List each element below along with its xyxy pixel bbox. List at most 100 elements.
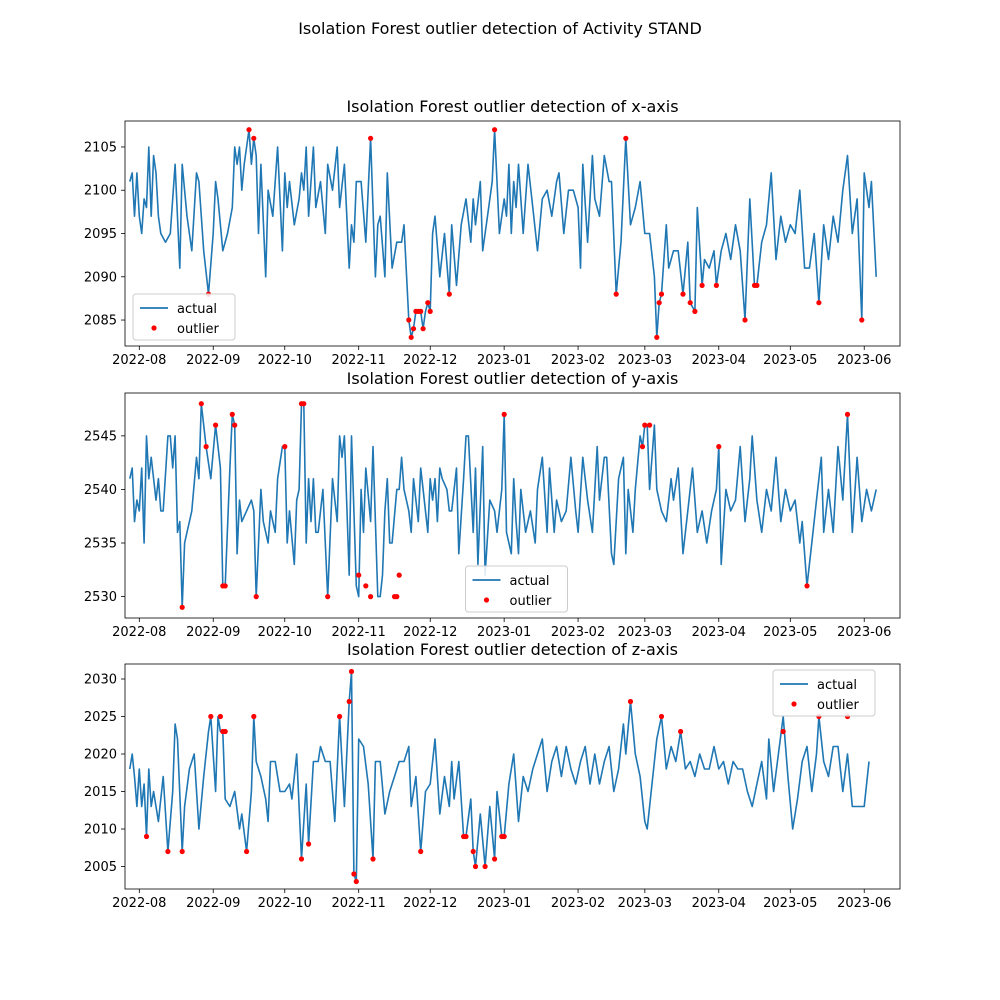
outlier-point [687,300,693,306]
y-tick-label: 2090 [84,270,117,285]
outlier-point [222,583,228,589]
y-tick-label: 2545 [84,429,117,444]
legend-actual-label: actual [177,302,217,317]
legend: actual outlier [465,565,568,613]
actual-series-line [129,128,877,339]
y-tick-label: 2020 [84,748,117,763]
outlier-point [754,282,760,288]
x-tick-label: 2022-10 [258,625,312,640]
y-tick-label: 2535 [84,537,117,552]
x-tick-label: 2023-05 [763,353,817,368]
outlier-point [678,728,684,735]
outlier-point [368,135,374,141]
outlier-point [716,444,722,450]
x-tick-label: 2022-11 [332,896,386,911]
chart-title: Isolation Forest outlier detection of x-… [346,97,678,116]
x-tick-label: 2022-09 [186,896,240,911]
x-tick-label: 2022-10 [258,896,312,911]
outlier-point [658,291,665,297]
plot-frame [124,392,901,619]
outlier-point [348,668,355,675]
outlier-point [501,411,507,417]
legend-outlier-swatch [483,597,490,603]
x-tick-label: 2022-08 [112,625,166,640]
y-tick-label: 2015 [84,785,117,800]
x-tick-label: 2022-11 [332,625,386,640]
outlier-point [232,422,238,428]
outlier-point [246,127,252,133]
outlier-point [356,572,362,578]
legend-outlier-swatch [791,701,797,707]
outlier-point [446,291,452,297]
outlier-point [298,856,305,862]
outlier-point [463,833,469,840]
y-tick-label: 2010 [84,823,117,838]
outlier-point [470,848,476,855]
outlier-point [351,871,357,877]
outlier-point [418,308,424,314]
x-tick-label: 2023-02 [551,896,605,911]
outlier-point [282,444,288,450]
outlier-point [213,422,219,428]
x-tick-label: 2022-12 [403,353,457,368]
legend-box [772,669,876,717]
outlier-point [692,308,698,314]
outlier-point [325,594,331,600]
x-tick-label: 2023-02 [551,353,605,368]
plot-frame [124,663,901,890]
figure-title: Isolation Forest outlier detection of Ac… [298,19,702,38]
x-tick-label: 2022-09 [186,625,240,640]
outlier-point [301,401,307,407]
y-axis-panel: Isolation Forest outlier detection of y-… [84,369,901,640]
x-tick-label: 2023-05 [763,896,817,911]
outlier-point [363,583,369,589]
x-tick-label: 2023-04 [692,625,746,640]
outlier-point [370,856,376,862]
x-tick-label: 2022-08 [112,353,166,368]
y-tick-label: 2025 [84,710,117,725]
x-tick-label: 2022-12 [403,625,457,640]
outlier-point [492,127,498,133]
x-tick-label: 2023-06 [837,353,891,368]
x-tick-label: 2023-01 [477,625,531,640]
outlier-point [699,282,705,288]
outlier-point [859,317,865,323]
outlier-point [658,713,665,720]
outlier-point [680,291,686,297]
legend-box [132,293,236,341]
legend-outlier-label: outlier [510,594,553,609]
outlier-point [346,698,352,705]
outlier-point [647,422,653,428]
outlier-point [368,594,374,600]
outlier-point [418,848,424,855]
legend-outlier-swatch [151,325,157,331]
outlier-point [627,698,634,705]
chart-title: Isolation Forest outlier detection of z-… [347,640,678,659]
y-tick-label: 2005 [84,860,117,875]
outlier-point [143,833,150,840]
outlier-point [253,594,259,600]
y-tick-label: 2095 [84,227,117,242]
outlier-point [844,411,851,417]
x-tick-label: 2023-01 [477,353,531,368]
outlier-point [656,300,662,306]
outlier-point [408,334,414,340]
legend: actual outlier [132,293,236,341]
legend: actual outlier [772,669,876,717]
legend-outlier-label: outlier [817,698,860,713]
x-tick-label: 2023-03 [618,625,672,640]
y-tick-label: 2030 [84,673,117,688]
legend-actual-label: actual [510,574,550,589]
x-tick-label: 2022-10 [258,353,312,368]
outlier-point [394,594,400,600]
outlier-point [780,728,786,735]
legend-outlier-label: outlier [177,322,220,337]
x-tick-label: 2023-06 [837,896,891,911]
outlier-point [179,604,185,610]
outlier-point [742,317,748,323]
z-axis-panel: Isolation Forest outlier detection of z-… [84,640,901,911]
x-tick-label: 2023-03 [618,896,672,911]
outlier-point [251,135,257,141]
legend-box [465,565,568,613]
outlier-point [427,308,433,314]
